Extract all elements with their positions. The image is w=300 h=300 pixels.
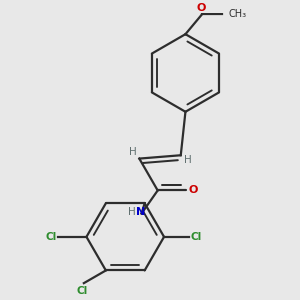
Text: CH₃: CH₃ bbox=[229, 9, 247, 19]
Text: Cl: Cl bbox=[46, 232, 57, 242]
Text: Cl: Cl bbox=[77, 286, 88, 296]
Text: O: O bbox=[197, 3, 206, 13]
Text: O: O bbox=[188, 185, 198, 195]
Text: H: H bbox=[184, 155, 191, 165]
Text: N: N bbox=[136, 207, 146, 217]
Text: Cl: Cl bbox=[191, 232, 202, 242]
Text: H: H bbox=[128, 207, 136, 217]
Text: H: H bbox=[129, 147, 136, 157]
